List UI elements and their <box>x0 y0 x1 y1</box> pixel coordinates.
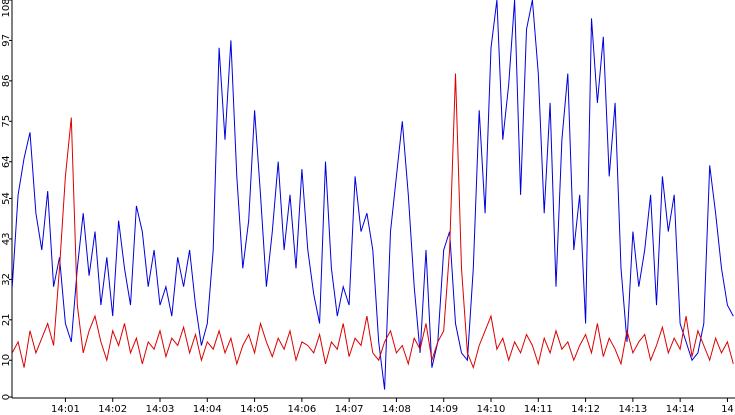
y-tick-label: 43 <box>1 233 12 246</box>
y-tick-label: 10 <box>1 354 12 367</box>
x-tick-label: 14:07 <box>335 404 364 415</box>
x-tick-label: 14:05 <box>240 404 269 415</box>
y-tick-label: 0 <box>1 394 12 400</box>
y-tick-label: 21 <box>1 313 12 326</box>
series-line <box>11 73 734 370</box>
x-tick-label: 14:04 <box>193 404 222 415</box>
x-tick-label: 14:10 <box>477 404 506 415</box>
x-tick-label: 14:12 <box>571 404 600 415</box>
x-tick-label: 14:11 <box>524 404 553 415</box>
x-tick-label: 14:14 <box>666 404 695 415</box>
y-tick-label: 75 <box>1 115 12 128</box>
series-line <box>11 0 734 390</box>
x-tick-label: 14:09 <box>429 404 458 415</box>
x-tick-label: 14:01 <box>51 404 80 415</box>
x-tick-label: 14:13 <box>618 404 647 415</box>
x-tick-label: 14:08 <box>382 404 411 415</box>
y-tick-label: 64 <box>1 155 12 168</box>
x-tick-label: 14:06 <box>287 404 316 415</box>
y-tick-label: 32 <box>1 273 12 286</box>
y-tick-label: 97 <box>1 34 12 47</box>
y-tick-label: 54 <box>1 192 12 205</box>
y-tick-label: 108 <box>1 0 12 18</box>
x-tick-label: 14:03 <box>146 404 175 415</box>
x-tick-label: 14 <box>721 404 734 415</box>
x-tick-label: 14:02 <box>98 404 127 415</box>
y-tick-label: 86 <box>1 75 12 88</box>
